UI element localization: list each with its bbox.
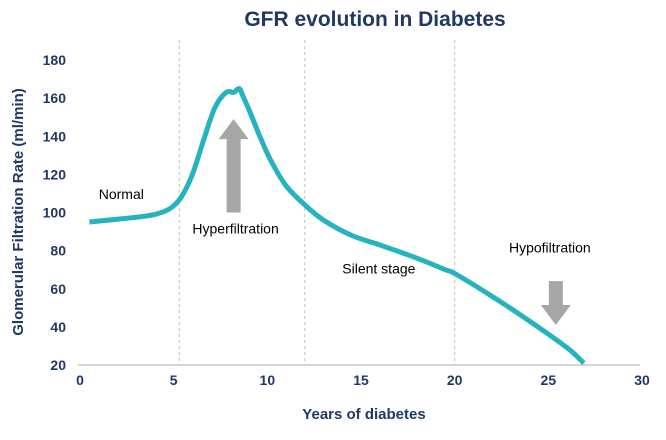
- x-axis-title: Years of diabetes: [302, 406, 425, 423]
- stage-annotation: Hyperfiltration: [192, 220, 278, 236]
- gfr-series-line: [89, 86, 586, 365]
- y-tick-label: 80: [50, 243, 66, 259]
- x-tick-labels: 0 5 10 15 20 25 30: [76, 372, 650, 388]
- arrows: [218, 119, 571, 325]
- y-tick-labels: 20 40 60 80 100 120 140 160 180: [43, 52, 67, 373]
- stage-annotation: Hypofiltration: [509, 240, 591, 256]
- y-tick-label: 60: [50, 281, 66, 297]
- y-tick-label: 180: [43, 52, 67, 68]
- stage-boundaries: [178, 40, 456, 365]
- y-tick-label: 40: [50, 319, 66, 335]
- up-arrow-icon: [218, 119, 249, 213]
- y-tick-label: 100: [43, 205, 67, 221]
- y-tick-label: 140: [43, 128, 67, 144]
- down-arrow-icon: [540, 281, 571, 325]
- chart-title: GFR evolution in Diabetes: [244, 8, 505, 31]
- x-tick-label: 25: [541, 372, 557, 388]
- x-tick-label: 5: [170, 372, 178, 388]
- x-tick-label: 20: [447, 372, 463, 388]
- y-tick-label: 20: [50, 357, 66, 373]
- x-tick-label: 10: [260, 372, 276, 388]
- x-tick-label: 0: [76, 372, 84, 388]
- x-tick-label: 30: [634, 372, 650, 388]
- annotations: Normal Hyperfiltration Silent stage Hypofil…: [99, 186, 591, 276]
- stage-annotation: Silent stage: [342, 261, 415, 277]
- series: [89, 86, 586, 365]
- y-tick-label: 160: [43, 90, 67, 106]
- y-axis-title: Glomerular Filtration Rate (ml/min): [10, 88, 27, 336]
- stage-annotation: Normal: [99, 186, 144, 202]
- x-tick-label: 15: [353, 372, 369, 388]
- y-tick-label: 120: [43, 166, 67, 182]
